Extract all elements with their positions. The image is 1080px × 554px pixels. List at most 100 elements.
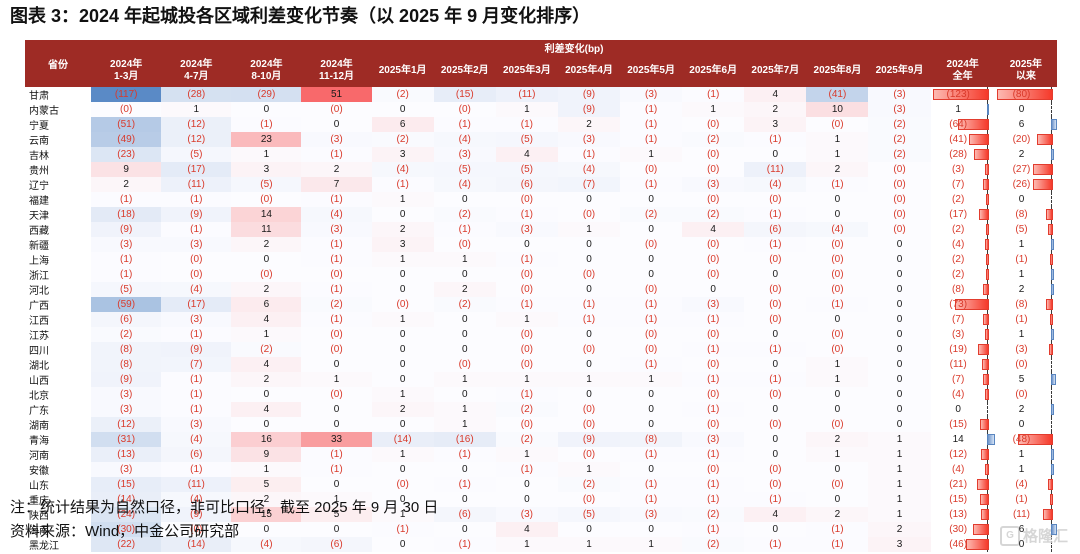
table-cell: (0) bbox=[806, 267, 869, 282]
table-cell: (1) bbox=[161, 462, 232, 477]
table-cell: (49) bbox=[91, 132, 162, 147]
table-cell: (1) bbox=[744, 237, 807, 252]
table-cell: 14 bbox=[930, 432, 995, 447]
table-cell: 2 bbox=[806, 432, 869, 447]
data-bar bbox=[1050, 374, 1057, 385]
table-cell: 3 bbox=[868, 537, 931, 552]
table-cell: 1 bbox=[868, 432, 931, 447]
table-cell: (64) bbox=[930, 117, 995, 132]
table-cell: (4) bbox=[161, 432, 232, 447]
province-header: 省份 bbox=[25, 40, 92, 87]
table-cell: 51 bbox=[301, 87, 372, 102]
province-label: 湖南 bbox=[29, 421, 49, 432]
table-cell: 1 bbox=[371, 252, 434, 267]
table-cell: (0) bbox=[620, 282, 683, 297]
table-cell: (0) bbox=[806, 477, 869, 492]
table-cell: 1 bbox=[495, 102, 558, 117]
data-bar bbox=[984, 239, 989, 250]
bar-axis bbox=[1050, 417, 1052, 432]
table-cell: 0 bbox=[301, 357, 372, 372]
data-bar bbox=[1043, 509, 1053, 520]
table-cell: (1) bbox=[433, 222, 496, 237]
table-cell: (9) bbox=[91, 372, 162, 387]
table-cell: 1 bbox=[620, 372, 683, 387]
data-bar bbox=[1050, 254, 1053, 265]
table-cell: (1) bbox=[301, 192, 372, 207]
table-cell: (1) bbox=[91, 267, 162, 282]
table-cell: (0) bbox=[682, 357, 745, 372]
table-row: 广东 (3) (1) 4 0 2 1 (2) (0) 0 (1) 0 0 0 0 2 bbox=[25, 402, 1057, 417]
table-cell: (4) bbox=[433, 132, 496, 147]
table-cell: (0) bbox=[806, 117, 869, 132]
table-cell: 1 bbox=[682, 102, 745, 117]
table-cell: (1) bbox=[744, 537, 807, 552]
province-label: 重庆 bbox=[29, 496, 49, 507]
table-cell: 0 bbox=[744, 267, 807, 282]
table-cell: (1) bbox=[682, 522, 745, 537]
table-cell: (7) bbox=[930, 312, 995, 327]
table-cell: 0 bbox=[371, 537, 434, 552]
province-label: 浙江 bbox=[29, 271, 49, 282]
table-cell: (1) bbox=[806, 537, 869, 552]
table-cell: (2) bbox=[930, 267, 995, 282]
table-cell: (1) bbox=[495, 462, 558, 477]
table-cell: (12) bbox=[91, 417, 162, 432]
table-cell: (0) bbox=[682, 387, 745, 402]
spread-table-container: 省份 利差变化(bp) 2024年 1-3月 2024年 4-7月 2024年 8-… bbox=[25, 40, 1057, 552]
table-cell: (3) bbox=[433, 147, 496, 162]
table-cell: 0 bbox=[620, 522, 683, 537]
table-cell: (2) bbox=[868, 132, 931, 147]
province-label: 青海 bbox=[29, 436, 49, 447]
table-cell: 0 bbox=[868, 372, 931, 387]
table-cell: (0) bbox=[495, 267, 558, 282]
bar-axis bbox=[1050, 537, 1052, 552]
province-label: 山东 bbox=[29, 481, 49, 492]
table-cell: 0 bbox=[994, 417, 1057, 432]
table-cell: 11 bbox=[231, 222, 302, 237]
table-cell: (20) bbox=[994, 132, 1057, 147]
table-cell: (5) bbox=[557, 507, 621, 522]
table-row: 黑龙江 (22) (14) (4) (6) 0 (1) 1 1 1 (2) (1) (1) 3 (46) 0 bbox=[25, 537, 1057, 552]
table-cell: (3) bbox=[930, 327, 995, 342]
table-cell: 6 bbox=[994, 522, 1057, 537]
table-cell: (5) bbox=[994, 222, 1057, 237]
table-cell: 2 bbox=[231, 282, 302, 297]
table-row: 内蒙古 (0) 1 0 (0) 0 (0) 1 (9) (1) 1 2 10 (3) 1 0 bbox=[25, 102, 1057, 117]
table-cell: (17) bbox=[161, 297, 232, 312]
table-cell: (41) bbox=[806, 87, 869, 102]
table-cell: (11) bbox=[744, 162, 807, 177]
table-cell: (0) bbox=[682, 252, 745, 267]
data-bar bbox=[979, 494, 989, 505]
table-cell: 0 bbox=[868, 252, 931, 267]
table-cell: 1 bbox=[868, 477, 931, 492]
table-cell: (0) bbox=[682, 327, 745, 342]
table-cell: 0 bbox=[231, 417, 302, 432]
table-cell: (1) bbox=[371, 522, 434, 537]
province-label: 广西 bbox=[29, 301, 49, 312]
province-label: 甘肃 bbox=[29, 91, 49, 102]
province-label: 吉林 bbox=[29, 151, 49, 162]
table-cell: (59) bbox=[91, 297, 162, 312]
table-cell: 0 bbox=[231, 252, 302, 267]
table-cell: (1) bbox=[744, 207, 807, 222]
table-row: 安徽 (3) (1) 1 (1) 0 0 (1) 1 0 (0) (0) 0 1 (4) 1 bbox=[25, 462, 1057, 477]
table-cell: (123) bbox=[930, 87, 995, 102]
table-cell: (8) bbox=[930, 282, 995, 297]
table-cell: (11) bbox=[930, 357, 995, 372]
table-cell: 2 bbox=[91, 177, 162, 192]
table-cell: (0) bbox=[91, 102, 162, 117]
table-cell: 2 bbox=[994, 282, 1057, 297]
table-cell: (0) bbox=[495, 192, 558, 207]
table-cell: (18) bbox=[91, 207, 162, 222]
table-cell: 0 bbox=[433, 342, 496, 357]
table-cell: 0 bbox=[371, 462, 434, 477]
table-cell: (3) bbox=[682, 432, 745, 447]
table-cell: (3) bbox=[301, 222, 372, 237]
province-label: 湖北 bbox=[29, 361, 49, 372]
table-cell: (1) bbox=[231, 117, 302, 132]
table-cell: (2) bbox=[868, 147, 931, 162]
table-cell: (0) bbox=[495, 327, 558, 342]
data-bar bbox=[980, 509, 989, 520]
table-cell: (6) bbox=[744, 222, 807, 237]
table-cell: (0) bbox=[620, 342, 683, 357]
